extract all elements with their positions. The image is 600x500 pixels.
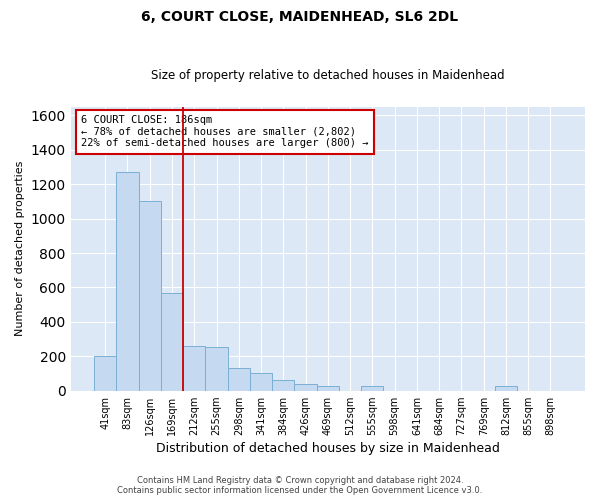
Bar (250, 372, 272, 390)
Title: Size of property relative to detached houses in Maidenhead: Size of property relative to detached ho… (151, 69, 505, 82)
Bar (317, 386, 339, 390)
Bar (94, 356, 116, 390)
Text: 6, COURT CLOSE, MAIDENHEAD, SL6 2DL: 6, COURT CLOSE, MAIDENHEAD, SL6 2DL (142, 10, 458, 24)
Bar (161, 292, 183, 390)
Bar (116, 172, 139, 390)
Y-axis label: Number of detached properties: Number of detached properties (15, 161, 25, 336)
Bar (183, 346, 205, 391)
Bar (272, 380, 295, 390)
Bar (495, 386, 517, 390)
Bar (361, 386, 383, 390)
Bar (295, 384, 317, 390)
Bar (139, 202, 161, 390)
Bar (227, 368, 250, 390)
Bar (205, 347, 227, 391)
X-axis label: Distribution of detached houses by size in Maidenhead: Distribution of detached houses by size … (156, 442, 500, 455)
Text: 6 COURT CLOSE: 186sqm
← 78% of detached houses are smaller (2,802)
22% of semi-d: 6 COURT CLOSE: 186sqm ← 78% of detached … (81, 116, 368, 148)
Text: Contains HM Land Registry data © Crown copyright and database right 2024.
Contai: Contains HM Land Registry data © Crown c… (118, 476, 482, 495)
